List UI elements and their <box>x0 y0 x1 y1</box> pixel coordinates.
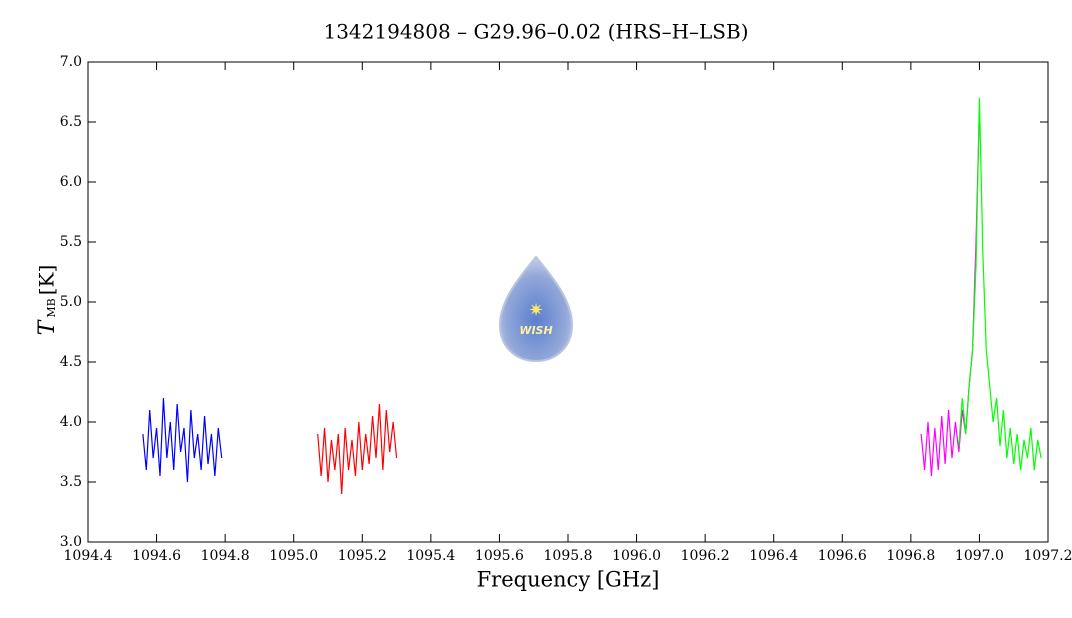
spectrum-line <box>142 397 223 483</box>
y-tick-label: 4.5 <box>60 354 82 370</box>
x-tick-label: 1097.2 <box>1024 548 1072 564</box>
plot-area <box>142 97 1042 495</box>
plot-frame <box>87 61 1049 543</box>
x-tick-label: 1094.8 <box>201 548 250 564</box>
y-tick-label: 7.0 <box>60 54 82 70</box>
x-tick-label: 1097.0 <box>955 548 1004 564</box>
x-tick-label: 1095.4 <box>406 548 455 564</box>
y-tick-label: 3.0 <box>60 534 82 550</box>
x-tick-label: 1095.0 <box>269 548 318 564</box>
x-tick-label: 1096.2 <box>681 548 730 564</box>
y-label-subscript: MB <box>45 298 58 317</box>
y-axis-label: T MB [K] <box>35 265 61 336</box>
spectrum-line <box>920 109 981 477</box>
x-tick-label: 1096.8 <box>886 548 935 564</box>
y-tick-label: 3.5 <box>60 474 82 490</box>
x-tick-label: 1095.6 <box>475 548 524 564</box>
y-tick-label: 5.5 <box>60 234 82 250</box>
x-tick-label: 1096.4 <box>749 548 798 564</box>
logo-text: WISH <box>519 324 552 337</box>
chart-title: 1342194808 – G29.96–0.02 (HRS–H–LSB) <box>323 20 748 44</box>
x-tick-label: 1094.4 <box>64 548 113 564</box>
y-label-unit: [K] <box>35 265 59 296</box>
spectrum-line <box>317 403 398 495</box>
x-axis-label: Frequency [GHz] <box>477 568 660 592</box>
y-tick-label: 6.5 <box>60 114 82 130</box>
y-tick-label: 5.0 <box>60 294 82 310</box>
logo-drop <box>498 255 574 363</box>
logo: ✷ WISH <box>498 255 574 363</box>
y-label-symbol: T <box>35 318 60 335</box>
x-tick-label: 1096.6 <box>818 548 867 564</box>
logo-star: ✷ <box>528 300 543 321</box>
x-tick-label: 1094.6 <box>132 548 181 564</box>
y-tick-label: 6.0 <box>60 174 82 190</box>
x-tick-label: 1096.0 <box>612 548 661 564</box>
spectrum-line <box>958 97 1042 471</box>
x-tick-label: 1095.8 <box>544 548 593 564</box>
y-tick-label: 4.0 <box>60 414 82 430</box>
x-tick-label: 1095.2 <box>338 548 387 564</box>
